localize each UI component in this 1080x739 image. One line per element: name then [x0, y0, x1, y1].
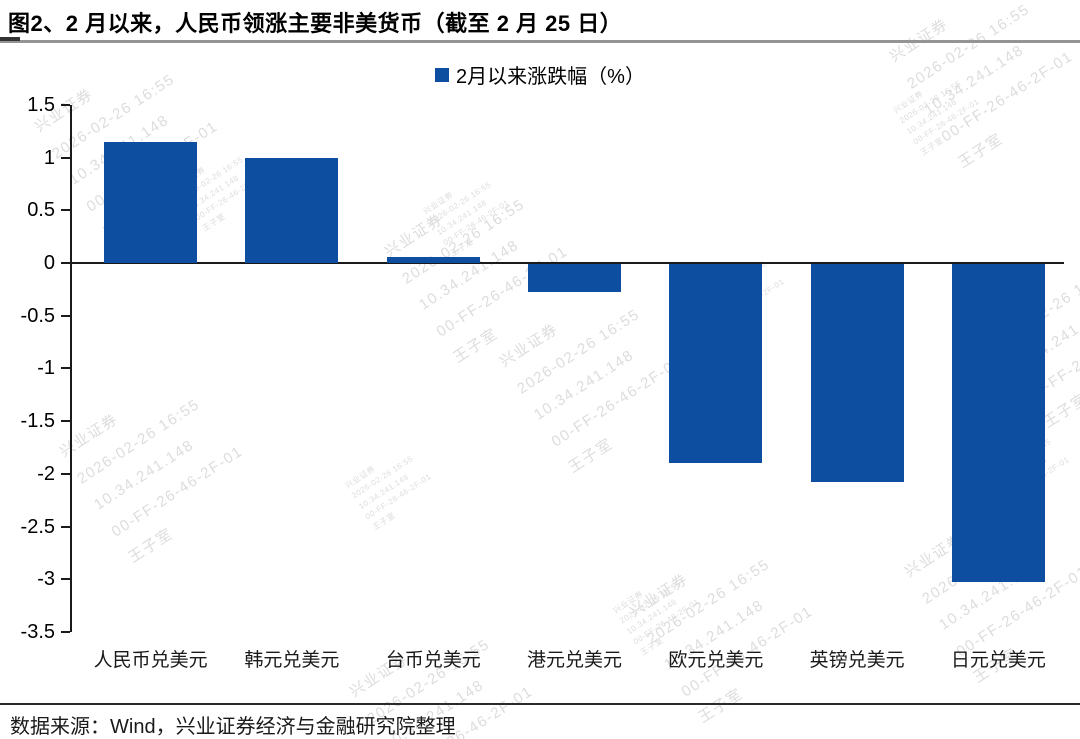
x-axis-label: 台币兑美元: [385, 650, 481, 671]
x-axis-label: 人民币兑美元: [93, 650, 208, 671]
x-axis-label: 港元兑美元: [527, 650, 623, 671]
y-axis-tick: [61, 314, 70, 317]
y-axis-tick: [61, 472, 70, 475]
y-axis-tick: [61, 420, 70, 423]
y-axis-label: -1: [37, 357, 55, 380]
bar: [245, 157, 339, 263]
bar: [528, 264, 622, 293]
figure-title: 图2、2 月以来，人民币领涨主要非美货币（截至 2 月 25 日）: [8, 11, 623, 36]
y-axis-tick: [61, 630, 70, 633]
y-axis-label: -3.5: [20, 620, 55, 643]
y-axis-label: -0.5: [20, 304, 55, 327]
bar: [951, 264, 1045, 583]
x-axis-label: 英镑兑美元: [809, 650, 905, 671]
bar: [810, 264, 904, 483]
y-axis-tick: [61, 367, 70, 370]
y-axis-label: 0: [43, 252, 55, 274]
y-axis-tick: [61, 209, 70, 212]
y-axis-label: -3: [37, 568, 55, 591]
y-axis-tick: [61, 525, 70, 528]
chart-legend: 2月以来涨跌幅（%）: [0, 60, 1080, 89]
bar: [104, 141, 198, 263]
y-axis-tick: [61, 103, 70, 106]
legend-marker-icon: [435, 67, 450, 82]
legend-label: 2月以来涨跌幅（%）: [456, 66, 645, 88]
y-axis-label: -1.5: [20, 410, 55, 433]
bar: [669, 264, 763, 464]
x-axis-zero-line: [70, 262, 1064, 264]
source-note: 数据来源：Wind，兴业证券经济与金融研究院整理: [10, 716, 456, 738]
y-axis-label: -2: [37, 462, 55, 485]
y-axis-label: 1.5: [27, 93, 55, 116]
title-separator-stub: [0, 37, 20, 41]
y-axis-label: 1: [43, 146, 55, 169]
y-axis-line: [70, 104, 72, 632]
y-axis-label: 0.5: [27, 199, 55, 222]
x-axis-label: 日元兑美元: [950, 650, 1046, 671]
bar: [386, 256, 480, 263]
y-axis-label: -2.5: [20, 515, 55, 538]
y-axis-tick: [61, 578, 70, 581]
footer-separator: [0, 703, 1080, 705]
x-axis-label: 欧元兑美元: [668, 650, 764, 671]
y-axis-tick: [61, 156, 70, 159]
x-axis-label: 韩元兑美元: [244, 650, 340, 671]
title-separator: [0, 40, 1080, 43]
y-axis-tick: [61, 262, 70, 264]
